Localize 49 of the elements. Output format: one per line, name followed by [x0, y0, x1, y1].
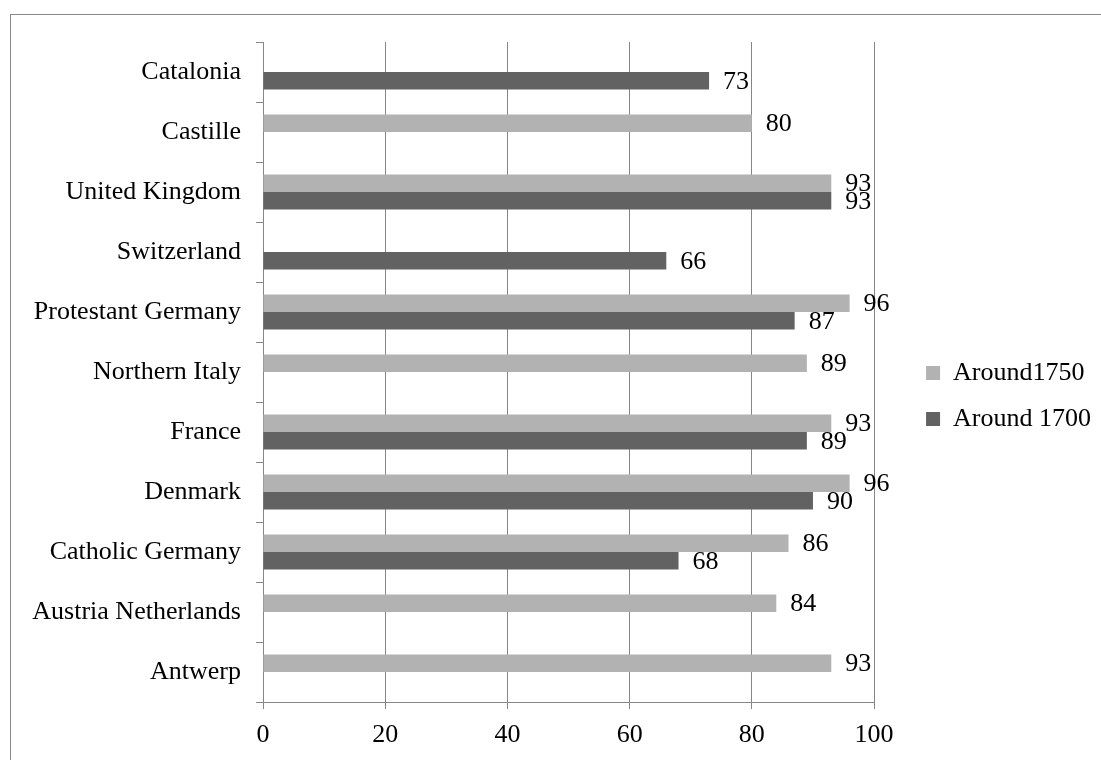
- bar: [263, 594, 777, 612]
- x-tick-label: 40: [494, 719, 521, 749]
- legend-label: Around 1700: [953, 402, 1091, 432]
- bar: [263, 654, 832, 672]
- y-tick-label: Catalonia: [141, 55, 242, 85]
- x-tick-label: 0: [256, 719, 270, 749]
- data-label: 89: [820, 348, 847, 378]
- y-tick-label: France: [170, 415, 241, 445]
- data-label: 93: [845, 648, 872, 678]
- y-tick-label: Catholic Germany: [49, 535, 241, 565]
- data-label: 73: [723, 65, 750, 95]
- bar: [263, 192, 832, 210]
- bar: [263, 414, 832, 432]
- y-tick-label: Protestant Germany: [33, 295, 241, 325]
- data-label: 87: [808, 305, 835, 335]
- data-label: 66: [680, 245, 707, 275]
- data-label: 86: [802, 528, 829, 558]
- bar: [263, 72, 710, 90]
- y-tick-label: Castille: [161, 115, 241, 145]
- data-label: 80: [765, 108, 792, 138]
- bar: [263, 354, 807, 372]
- bar: [263, 114, 752, 132]
- data-label: 89: [820, 425, 847, 455]
- data-label: 96: [863, 468, 890, 498]
- data-label: 84: [790, 588, 817, 618]
- y-tick-label: United Kingdom: [65, 175, 241, 205]
- y-tick-label: Denmark: [144, 475, 241, 505]
- data-label: 68: [692, 545, 719, 575]
- bar: [263, 552, 679, 570]
- bar: [263, 294, 850, 312]
- data-label: 90: [826, 485, 853, 515]
- bar: [263, 474, 850, 492]
- bar: [263, 252, 667, 270]
- bar: [263, 174, 832, 192]
- bar: [263, 312, 795, 330]
- x-tick-label: 80: [738, 719, 765, 749]
- bar: [263, 432, 807, 450]
- x-tick-label: 20: [372, 719, 399, 749]
- legend-label: Around1750: [953, 356, 1085, 386]
- x-tick-label: 60: [616, 719, 643, 749]
- x-tick-label: 100: [854, 719, 894, 749]
- y-tick-label: Switzerland: [116, 235, 241, 265]
- data-label: 93: [845, 408, 872, 438]
- y-tick-label: Northern Italy: [92, 355, 241, 385]
- data-label: 96: [863, 288, 890, 318]
- bar: [263, 534, 789, 552]
- y-tick-label: Antwerp: [150, 655, 241, 685]
- y-tick-label: Austria Netherlands: [32, 595, 241, 625]
- bar: [263, 492, 813, 510]
